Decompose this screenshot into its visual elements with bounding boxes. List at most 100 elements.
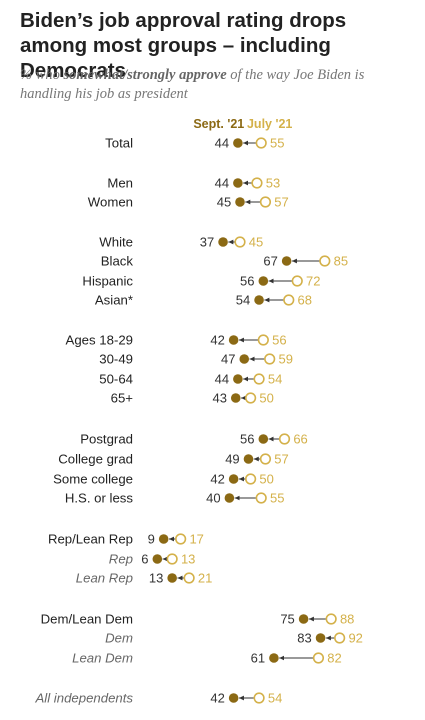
sept-dot [254,295,264,305]
july-value-label: 59 [278,352,292,367]
july-value-label: 57 [274,452,288,467]
sept-value-label: 47 [221,352,235,367]
row-label: All independents [34,691,133,706]
july-dot [234,236,246,248]
july-value-label: 82 [327,651,341,666]
sept-dot [218,237,228,247]
sept-dot [233,374,243,384]
sept-value-label: 49 [225,452,239,467]
row-label: Black [101,254,134,269]
july-value-label: 66 [293,432,307,447]
sept-value-label: 9 [148,532,155,547]
july-value-label: 56 [272,333,286,348]
sept-dot [228,474,239,484]
sept-dot [281,256,292,266]
sept-value-label: 83 [297,631,311,646]
row-label: Hispanic [82,274,133,289]
sept-value-label: 44 [215,176,229,191]
july-value-label: 55 [270,136,284,151]
sept-value-label: 44 [215,136,229,151]
sept-value-label: 61 [251,651,265,666]
july-value-label: 55 [270,491,284,506]
row-label: Lean Dem [72,651,133,666]
july-dot [183,572,195,584]
july-value-label: 50 [259,391,273,406]
sept-value-label: 42 [210,691,224,706]
sept-value-label: 42 [210,333,224,348]
july-dot [319,255,331,267]
chart-subtitle: % who somewhat/strongly approve of the w… [20,66,415,104]
july-dot [166,553,178,565]
july-dot [291,275,303,287]
july-dot [259,453,272,465]
july-value-label: 45 [249,235,263,250]
sept-value-label: 13 [149,571,163,586]
july-dot [278,433,291,445]
sept-dot [233,178,243,188]
row-label: Postgrad [80,432,133,447]
sept-value-label: 56 [240,274,254,289]
sept-dot [228,335,239,345]
july-value-label: 92 [348,631,362,646]
sept-dot [258,434,269,444]
july-value-label: 88 [340,612,354,627]
sept-dot [269,653,279,663]
july-value-label: 85 [334,254,348,269]
sept-value-label: 43 [212,391,226,406]
july-value-label: 54 [268,691,282,706]
row-label: College grad [58,452,133,467]
sept-value-label: 54 [236,293,250,308]
subtitle-emphasis: somewhat/strongly approve [63,67,227,83]
sept-value-label: 6 [141,552,148,567]
july-value-label: 50 [259,472,273,487]
row-label: White [99,235,133,250]
july-dot [283,294,295,306]
sept-dot [315,633,326,643]
july-value-label: 17 [189,532,203,547]
july-dot [253,692,265,704]
july-dot [245,473,257,485]
sept-dot [228,693,239,703]
sept-dot [243,454,254,464]
legend-sept: Sept. '21 [193,117,244,131]
row-label: Ages 18-29 [66,333,133,348]
sept-dot [167,573,177,583]
sept-dot [152,554,163,564]
sept-value-label: 42 [210,472,224,487]
july-dot [259,196,272,208]
july-dot [334,632,346,644]
row-label: Asian* [95,293,133,308]
row-label: 50-64 [99,372,133,387]
july-dot [251,177,263,189]
row-label: Women [88,195,133,210]
sept-dot [224,493,235,503]
july-dot [255,492,267,504]
row-label: 65+ [111,391,134,406]
july-dot [245,392,257,404]
july-value-label: 13 [181,552,195,567]
july-value-label: 57 [274,195,288,210]
sept-dot [239,354,250,364]
july-dot [264,353,276,365]
row-label: Rep/Lean Rep [48,532,133,547]
july-value-label: 21 [198,571,212,586]
row-label: Rep [109,552,133,567]
july-dot [257,334,269,346]
sept-value-label: 40 [206,491,220,506]
subtitle-pre: % who [20,67,64,83]
july-dot [312,652,325,664]
sept-value-label: 75 [280,612,294,627]
row-label: Lean Rep [76,571,133,586]
row-label: Men [107,176,133,191]
sept-dot [230,393,241,403]
row-label: 30-49 [99,352,133,367]
legend-july: July '21 [247,117,292,131]
chart-title: Biden’s job approval rating drops among … [20,9,347,82]
sept-value-label: 44 [215,372,229,387]
july-value-label: 54 [268,372,282,387]
row-label: Dem/Lean Dem [41,612,133,627]
sept-dot [158,534,169,544]
row-label: Total [105,136,133,151]
